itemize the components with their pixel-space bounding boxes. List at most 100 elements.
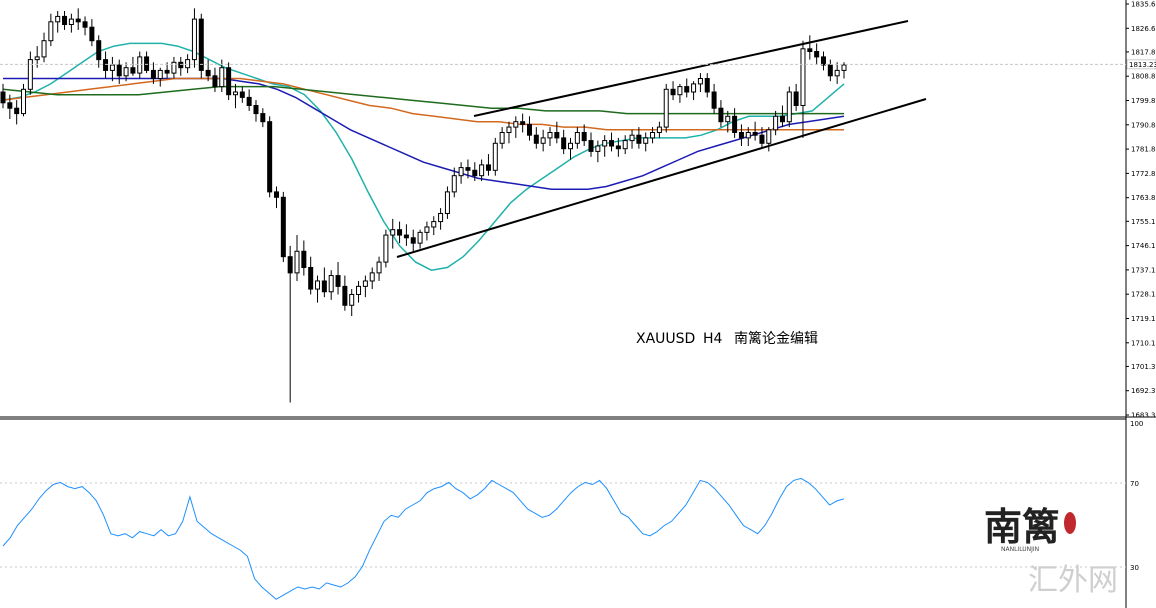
candle-body bbox=[834, 69, 840, 77]
candle-body bbox=[588, 140, 594, 152]
candle bbox=[533, 127, 539, 149]
price-tick-label: 1728.10 bbox=[1131, 291, 1156, 299]
candle bbox=[513, 116, 519, 138]
candle bbox=[766, 127, 772, 152]
candle bbox=[171, 56, 177, 79]
current-price-box bbox=[1126, 59, 1156, 70]
candle bbox=[48, 13, 54, 47]
candle bbox=[451, 167, 457, 198]
candle-body bbox=[697, 78, 703, 85]
candle-body bbox=[96, 40, 102, 61]
candle bbox=[622, 135, 628, 155]
candle bbox=[773, 110, 779, 136]
candle-body bbox=[191, 18, 197, 61]
candle bbox=[718, 100, 724, 128]
price-tick-label: 1692.35 bbox=[1131, 387, 1156, 395]
candle-body bbox=[479, 164, 485, 177]
candle bbox=[444, 186, 450, 219]
candle-body bbox=[0, 91, 6, 104]
moving-average-line bbox=[2, 77, 844, 131]
candle bbox=[656, 121, 662, 138]
candle-body bbox=[362, 280, 368, 287]
candle-body bbox=[615, 145, 621, 150]
candle bbox=[41, 32, 47, 63]
candle-body bbox=[684, 86, 690, 93]
candle bbox=[485, 154, 491, 176]
candle bbox=[205, 59, 211, 82]
candle-body bbox=[301, 250, 307, 268]
candle-body bbox=[369, 272, 375, 282]
candle bbox=[137, 51, 143, 79]
candle bbox=[807, 35, 813, 60]
candle bbox=[267, 116, 273, 198]
candle bbox=[725, 110, 731, 133]
candle bbox=[280, 191, 286, 263]
candle bbox=[273, 186, 279, 209]
candle-body bbox=[526, 123, 532, 136]
candle bbox=[328, 270, 334, 300]
candle bbox=[609, 132, 615, 152]
candle bbox=[629, 129, 635, 149]
candle bbox=[191, 8, 197, 68]
candle bbox=[0, 83, 6, 109]
candle bbox=[424, 221, 430, 241]
candle bbox=[834, 62, 840, 84]
candle bbox=[246, 89, 252, 111]
candle bbox=[670, 81, 676, 101]
candle bbox=[232, 83, 238, 109]
candle bbox=[472, 162, 478, 182]
candle-body bbox=[554, 131, 560, 139]
candle-body bbox=[287, 256, 293, 274]
candle-body bbox=[800, 48, 806, 107]
candle-body bbox=[820, 56, 826, 66]
moving-average-line bbox=[3, 77, 845, 190]
candle-body bbox=[82, 21, 88, 28]
candle bbox=[574, 127, 580, 149]
candle bbox=[615, 137, 621, 157]
candle bbox=[157, 67, 163, 87]
logo-seal bbox=[1064, 512, 1076, 534]
candle bbox=[520, 113, 526, 133]
candle-body bbox=[356, 285, 362, 295]
candle bbox=[362, 275, 368, 298]
candle bbox=[96, 35, 102, 68]
price-tick-label: 1719.10 bbox=[1131, 315, 1156, 323]
candle-body bbox=[349, 293, 355, 306]
candle bbox=[403, 224, 409, 246]
site-watermark: 汇外网 bbox=[1028, 563, 1118, 598]
candle-body bbox=[205, 69, 211, 77]
candle bbox=[116, 59, 122, 84]
candle-body bbox=[198, 18, 204, 71]
candle bbox=[301, 240, 307, 276]
candle bbox=[458, 162, 464, 184]
candle-body bbox=[568, 142, 574, 150]
candle-body bbox=[130, 67, 136, 74]
price-tick-label: 1772.85 bbox=[1131, 170, 1156, 178]
candle-body bbox=[506, 126, 512, 133]
candle-body bbox=[745, 131, 751, 139]
candle-body bbox=[458, 167, 464, 177]
candle bbox=[376, 256, 382, 281]
candle-body bbox=[417, 231, 423, 244]
candle-body bbox=[328, 275, 334, 293]
candle-body bbox=[260, 113, 266, 123]
price-tick-label: 1790.85 bbox=[1131, 121, 1156, 129]
moving-average-line bbox=[2, 85, 844, 115]
candle bbox=[827, 59, 833, 82]
candle-body bbox=[807, 48, 813, 53]
candle-body bbox=[704, 78, 710, 93]
candle bbox=[55, 11, 61, 33]
candle-body bbox=[253, 105, 259, 115]
candle-body bbox=[27, 59, 33, 90]
candle-body bbox=[68, 18, 74, 26]
candle-body bbox=[841, 64, 847, 71]
candle bbox=[650, 127, 656, 144]
price-tick-label: 1799.85 bbox=[1131, 97, 1156, 105]
candle bbox=[595, 140, 601, 163]
candle bbox=[383, 229, 389, 268]
candle-body bbox=[663, 88, 669, 128]
candle-body bbox=[383, 234, 389, 263]
candle-body bbox=[766, 129, 772, 144]
candle-body bbox=[144, 56, 150, 71]
price-tick-label: 1755.10 bbox=[1131, 218, 1156, 226]
